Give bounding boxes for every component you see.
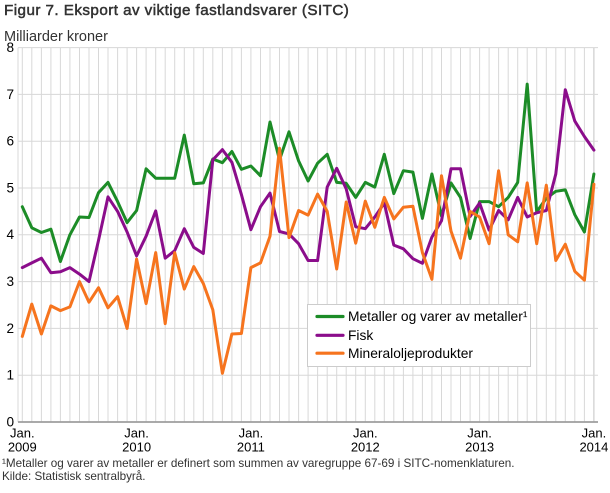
svg-text:2009: 2009 — [8, 440, 37, 455]
svg-text:Metaller og varer av metaller¹: Metaller og varer av metaller¹ — [348, 309, 528, 324]
svg-text:Jan.: Jan. — [239, 426, 264, 441]
svg-text:2010: 2010 — [122, 440, 151, 455]
svg-text:Fisk: Fisk — [348, 328, 373, 343]
svg-text:8: 8 — [6, 40, 14, 55]
svg-text:Jan.: Jan. — [10, 426, 35, 441]
svg-text:Jan.: Jan. — [124, 426, 149, 441]
svg-text:0: 0 — [6, 414, 14, 429]
svg-text:7: 7 — [6, 87, 14, 102]
svg-text:¹Metaller og varer av metaller: ¹Metaller og varer av metaller er define… — [2, 457, 515, 470]
svg-text:2014: 2014 — [579, 440, 608, 455]
svg-text:Kilde: Statistisk sentralbyrå.: Kilde: Statistisk sentralbyrå. — [2, 470, 146, 483]
svg-text:2012: 2012 — [351, 440, 380, 455]
svg-text:3: 3 — [6, 274, 14, 289]
svg-text:Figur 7. Eksport av viktige fa: Figur 7. Eksport av viktige fastlandsvar… — [4, 2, 349, 19]
svg-text:2011: 2011 — [237, 440, 265, 455]
svg-text:2: 2 — [6, 321, 14, 336]
svg-text:Jan.: Jan. — [467, 426, 492, 441]
svg-text:Jan.: Jan. — [582, 426, 607, 441]
svg-text:6: 6 — [6, 134, 14, 149]
svg-text:1: 1 — [6, 368, 14, 383]
svg-text:2013: 2013 — [465, 440, 494, 455]
svg-text:Mineraloljeprodukter: Mineraloljeprodukter — [348, 346, 473, 361]
svg-text:5: 5 — [6, 180, 14, 195]
svg-text:Jan.: Jan. — [353, 426, 378, 441]
svg-text:Milliarder kroner: Milliarder kroner — [4, 29, 108, 45]
svg-text:4: 4 — [6, 227, 14, 242]
